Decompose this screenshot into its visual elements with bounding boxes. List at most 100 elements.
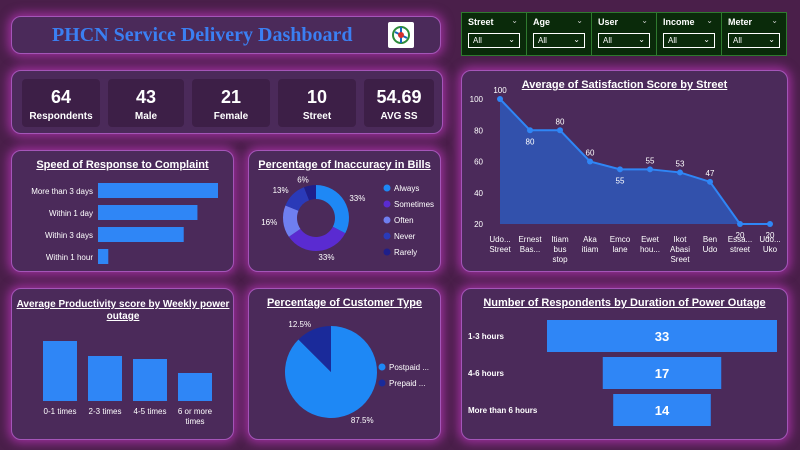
bar	[547, 320, 777, 352]
legend-label: Postpaid ...	[389, 363, 429, 372]
x-tick-label: Street	[489, 245, 511, 254]
satisfaction-card: Average of Satisfaction Score by Street …	[461, 70, 788, 272]
data-point	[617, 166, 623, 173]
slicer-meter: Meter ⌄ All ⌄	[722, 13, 786, 55]
slice	[298, 326, 331, 372]
bar	[98, 249, 109, 264]
kpi-value: 54.69	[376, 87, 422, 107]
slicer-age: Age ⌄ All ⌄	[527, 13, 592, 55]
x-tick-label: street	[730, 245, 751, 254]
data-label: 33	[655, 329, 669, 344]
slice-label: 12.5%	[288, 320, 311, 329]
legend-marker	[383, 200, 391, 208]
data-label: 80	[556, 117, 565, 126]
slice-label: 33%	[318, 253, 334, 262]
slicer-label: Street	[468, 17, 494, 27]
data-label: 47	[706, 169, 715, 178]
x-tick-label: Essa...	[728, 235, 752, 244]
slice	[283, 205, 301, 237]
data-point	[527, 127, 533, 134]
speed-of-response-card: Speed of Response to Complaint More than…	[11, 150, 234, 272]
outage-duration-card: Number of Respondents by Duration of Pow…	[461, 288, 788, 440]
speed-of-response-chart: More than 3 days Within 1 day Within 3 day…	[31, 183, 218, 264]
data-point	[647, 166, 653, 173]
data-label: 20	[766, 231, 775, 240]
customer-type-card: Percentage of Customer Type 87.5% 12.5% Po…	[248, 288, 441, 440]
legend-marker	[378, 363, 386, 371]
data-point	[677, 169, 683, 176]
category-label: More than 3 days	[31, 187, 93, 196]
chevron-down-icon[interactable]: ⌄	[771, 16, 778, 25]
legend-label: Always	[394, 184, 419, 193]
legend-marker	[383, 248, 391, 256]
x-tick-label: Bas...	[520, 245, 540, 254]
chevron-down-icon: ⌄	[768, 35, 775, 44]
data-label: 53	[676, 159, 685, 168]
bill-inaccuracy-chart: 33% 33% 16% 13% 6% Always Sometimes Often Never R…	[261, 176, 434, 262]
category-label: 2-3 times	[89, 407, 122, 416]
data-label: 55	[646, 156, 655, 165]
slice-label: 33%	[349, 194, 365, 203]
kpi-label: Respondents	[29, 111, 93, 122]
chart-title: Number of Respondents by Duration of Pow…	[483, 297, 766, 309]
bar	[98, 205, 198, 220]
kpi-label: Street	[302, 111, 332, 122]
bar	[98, 227, 184, 242]
category-label: times	[185, 417, 204, 426]
x-tick-label: bus	[554, 245, 567, 254]
data-label: 60	[586, 149, 595, 158]
category-label: More than 6 hours	[468, 406, 538, 415]
bar	[98, 183, 218, 198]
kpi-label: Male	[134, 111, 158, 122]
x-tick-label: Ikot	[674, 235, 688, 244]
category-label: 0-1 times	[44, 407, 77, 416]
chevron-down-icon[interactable]: ⌄	[576, 16, 583, 25]
user-dropdown[interactable]: All ⌄	[598, 33, 650, 48]
x-tick-label: Aka	[583, 235, 597, 244]
age-dropdown[interactable]: All ⌄	[533, 33, 585, 48]
category-label: Within 1 hour	[46, 253, 93, 262]
chevron-down-icon[interactable]: ⌄	[706, 16, 713, 25]
slicer-income: Income ⌄ All ⌄	[657, 13, 722, 55]
meter-dropdown[interactable]: All ⌄	[728, 33, 780, 48]
bill-inaccuracy-card: Percentage of Inaccuracy in Bills 33% 33%…	[248, 150, 441, 272]
street-dropdown[interactable]: All ⌄	[468, 33, 520, 48]
x-tick-label: Emco	[610, 235, 631, 244]
legend-marker	[383, 216, 391, 224]
chevron-down-icon: ⌄	[703, 35, 710, 44]
slicer-label: User	[598, 17, 619, 27]
data-label: 80	[526, 137, 535, 146]
bar	[43, 341, 77, 401]
outage-duration-chart: 1-3 hours 33 4-6 hours 17 More than 6 hours 1…	[468, 320, 777, 426]
x-tick-label: hou...	[640, 245, 660, 254]
chevron-down-icon: ⌄	[573, 35, 580, 44]
kpi-street: 10 Street	[278, 79, 356, 127]
slice-label: 16%	[261, 218, 277, 227]
category-label: Within 1 day	[49, 209, 93, 218]
chevron-down-icon[interactable]: ⌄	[511, 16, 518, 25]
slicer-label: Income	[663, 17, 695, 27]
data-label: 55	[616, 176, 625, 185]
data-point	[497, 96, 503, 102]
legend-marker	[383, 232, 391, 240]
bar	[133, 359, 167, 401]
chevron-down-icon[interactable]: ⌄	[641, 16, 648, 25]
kpi-label: Female	[213, 111, 249, 122]
x-tick-label: Abasi	[670, 245, 690, 254]
x-tick-label: Sreet	[670, 255, 690, 264]
slice	[303, 185, 316, 201]
kpi-avg-ss: 54.69 AVG SS	[364, 79, 434, 127]
productivity-chart: Average Productivity score by Weekly pow…	[17, 299, 230, 426]
x-tick-label: Udo...	[759, 235, 780, 244]
income-dropdown[interactable]: All ⌄	[663, 33, 715, 48]
slice-label: 87.5%	[351, 416, 374, 425]
dashboard-title: PHCN Service Delivery Dashboard	[52, 24, 353, 46]
x-tick-label: Uko	[763, 245, 778, 254]
legend-marker	[378, 379, 386, 387]
series-line	[499, 98, 770, 225]
slice	[316, 185, 349, 234]
slice-label: 13%	[273, 186, 289, 195]
area-fill	[500, 99, 770, 224]
x-tick-label: itiam	[582, 245, 599, 254]
